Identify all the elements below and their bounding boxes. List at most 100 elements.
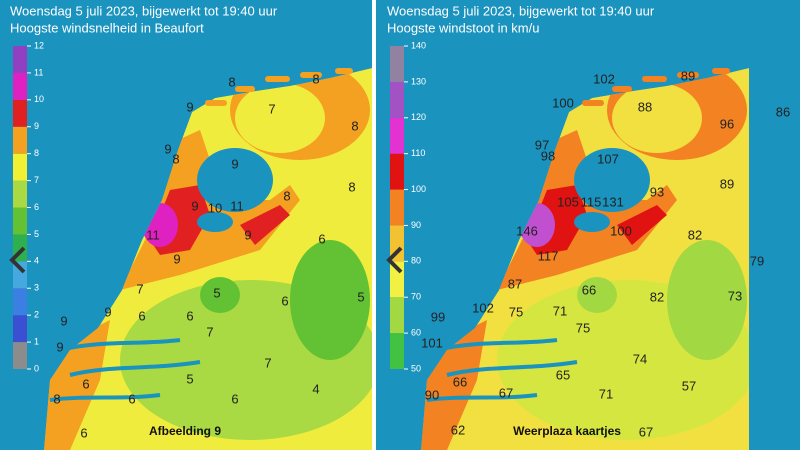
map-title: Woensdag 5 juli 2023, bijgewerkt tot 19:… xyxy=(10,3,278,18)
station-value: 9 xyxy=(186,99,193,114)
zone xyxy=(667,240,747,360)
station-value: 74 xyxy=(633,351,647,366)
station-value: 99 xyxy=(431,309,445,324)
station-value: 97 xyxy=(535,137,549,152)
station-value: 10 xyxy=(208,200,222,215)
station-value: 8 xyxy=(228,74,235,89)
island xyxy=(582,100,604,106)
station-value: 62 xyxy=(451,422,465,437)
markermeer xyxy=(197,212,233,232)
legend-tick-label: 9 xyxy=(34,121,39,131)
legend-tick-label: 1 xyxy=(34,336,39,346)
legend-band xyxy=(390,225,404,262)
station-value: 9 xyxy=(173,251,180,266)
station-value: 7 xyxy=(264,355,271,370)
legend-band xyxy=(13,72,27,100)
legend-band xyxy=(13,207,27,235)
station-value: 107 xyxy=(597,151,619,166)
zone xyxy=(421,320,487,450)
rivers xyxy=(426,338,578,402)
map-title: Hoogste windsnelheid in Beaufort xyxy=(10,20,204,35)
station-value: 6 xyxy=(80,425,87,440)
island xyxy=(677,72,699,78)
station-value: 105 xyxy=(557,194,579,209)
station-value: 6 xyxy=(231,391,238,406)
station-value: 65 xyxy=(556,367,570,382)
legend-tick-label: 10 xyxy=(34,94,44,104)
station-value: 82 xyxy=(650,289,664,304)
station-value: 8 xyxy=(172,151,179,166)
island xyxy=(642,76,667,82)
station-value: 66 xyxy=(453,374,467,389)
station-value: 8 xyxy=(351,118,358,133)
station-value: 75 xyxy=(509,304,523,319)
station-value: 7 xyxy=(268,101,275,116)
legend-tick-label: 140 xyxy=(411,40,426,50)
station-value: 115 xyxy=(581,194,602,209)
legend-tick-label: 80 xyxy=(411,256,421,266)
map-title: Hoogste windstoot in km/u xyxy=(387,20,539,35)
legend-tick-label: 50 xyxy=(411,363,421,373)
station-value: 9 xyxy=(104,304,111,319)
station-value: 73 xyxy=(728,288,742,303)
island xyxy=(205,100,227,106)
station-value: 9 xyxy=(60,313,67,328)
zone xyxy=(200,277,240,313)
zone xyxy=(617,205,667,245)
station-value: 6 xyxy=(281,293,288,308)
station-value: 57 xyxy=(682,378,696,393)
station-value: 79 xyxy=(750,253,764,268)
station-value: 6 xyxy=(128,391,135,406)
chevron xyxy=(386,246,403,274)
station-value: 4 xyxy=(312,381,319,396)
legend-band xyxy=(13,180,27,208)
legend-band xyxy=(390,46,404,82)
station-value: 100 xyxy=(552,95,574,110)
station-value: 87 xyxy=(508,276,522,291)
legend-band xyxy=(13,153,27,181)
station-value: 8 xyxy=(348,179,355,194)
land xyxy=(421,68,749,450)
station-value: 71 xyxy=(553,303,567,318)
station-value: 11 xyxy=(146,227,160,242)
station-value: 11 xyxy=(230,198,244,213)
zone xyxy=(44,320,110,450)
legend-band xyxy=(13,288,27,316)
legend-tick-label: 4 xyxy=(34,256,39,266)
station-value: 8 xyxy=(283,188,290,203)
station-value: 7 xyxy=(206,324,213,339)
station-value: 117 xyxy=(538,248,559,263)
station-value: 67 xyxy=(639,424,653,439)
legend-tick-label: 8 xyxy=(34,148,39,158)
station-value: 6 xyxy=(186,308,193,323)
station-value: 5 xyxy=(186,371,193,386)
island xyxy=(235,86,255,92)
legend-tick-label: 12 xyxy=(34,40,44,50)
legend-tick-label: 3 xyxy=(34,283,39,293)
legend-tick-label: 6 xyxy=(34,202,39,212)
legend-band xyxy=(390,81,404,118)
legend-band xyxy=(390,333,404,369)
station-value: 7 xyxy=(136,281,143,296)
rivers xyxy=(49,338,201,402)
station-value: 9 xyxy=(191,198,198,213)
caption: Weerplaza kaartjes xyxy=(513,424,621,438)
station-value: 146 xyxy=(516,223,538,238)
island xyxy=(300,72,322,78)
land xyxy=(44,68,372,450)
legend-band xyxy=(13,342,27,369)
map xyxy=(377,0,750,450)
legend-tick-label: 5 xyxy=(34,229,39,239)
legend-band xyxy=(390,153,404,190)
station-value: 71 xyxy=(599,386,613,401)
station-value: 98 xyxy=(541,148,555,163)
ijsselmeer xyxy=(574,148,650,212)
legend-tick-label: 110 xyxy=(411,148,425,158)
station-value: 82 xyxy=(688,227,702,242)
station-value: 75 xyxy=(576,320,590,335)
legend-tick-label: 0 xyxy=(34,363,39,373)
legend-band xyxy=(13,315,27,343)
station-value: 67 xyxy=(499,385,513,400)
station-value: 6 xyxy=(138,308,145,323)
